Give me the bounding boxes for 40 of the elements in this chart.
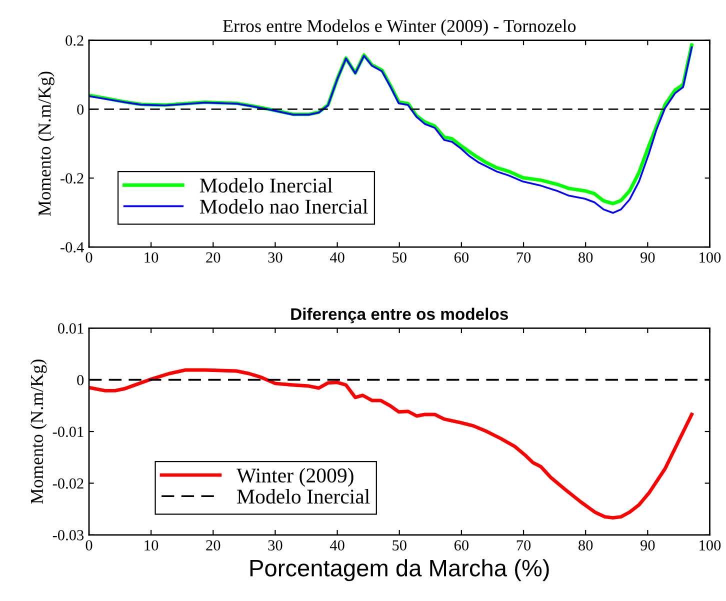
x-tick-label: 30 (268, 252, 282, 263)
y-tick-label: -0.02 (52, 478, 84, 489)
x-tick-label: 0 (86, 540, 92, 551)
y-tick-label: 0.2 (66, 35, 84, 46)
y-tick-label: 0.01 (58, 323, 84, 334)
x-tick-label: 20 (206, 540, 220, 551)
x-tick-label: 50 (392, 252, 406, 263)
legend-label: Winter (2009) (236, 468, 354, 487)
legend-label: Modelo nao Inercial (200, 199, 368, 214)
x-tick-label: 10 (144, 540, 158, 551)
legend-label: Modelo Inercial (200, 178, 333, 193)
chart-title: Erros entre Modelos e Winter (2009) - Tornozelo (222, 19, 576, 36)
x-tick-label: 80 (578, 252, 593, 263)
chart-title: Diferença entre os modelos (291, 308, 508, 324)
x-tick-label: 40 (330, 540, 344, 551)
x-tick-label: 0 (86, 252, 92, 263)
x-axis-title: Porcentagem da Marcha (%) (250, 559, 549, 582)
x-tick-label: 40 (330, 252, 344, 263)
x-tick-label: 30 (268, 540, 282, 551)
y-axis-title: Momento (N.m/Kg) (30, 360, 47, 504)
y-tick-label: -0.01 (52, 426, 84, 438)
x-tick-label: 90 (640, 252, 655, 263)
y-tick-label: 0 (77, 374, 84, 386)
x-tick-label: 60 (454, 540, 468, 551)
x-tick-label: 20 (206, 252, 220, 263)
x-tick-label: 90 (640, 540, 655, 551)
y-tick-label: -0.2 (60, 173, 84, 184)
x-tick-label: 100 (700, 540, 721, 551)
x-tick-label: 60 (454, 252, 468, 263)
x-tick-label: 100 (700, 252, 721, 263)
y-tick-label: -0.03 (52, 530, 84, 540)
x-tick-label: 70 (516, 252, 531, 263)
x-tick-label: 70 (516, 540, 531, 551)
legend-label: Modelo Inercial (237, 488, 370, 504)
x-tick-label: 50 (392, 540, 406, 551)
y-tick-label: 0 (77, 104, 84, 115)
x-tick-label: 10 (144, 252, 158, 263)
x-tick-label: 80 (578, 540, 593, 551)
y-axis-title: Momento (N.m/Kg) (38, 72, 54, 216)
y-tick-label: -0.4 (60, 242, 84, 253)
